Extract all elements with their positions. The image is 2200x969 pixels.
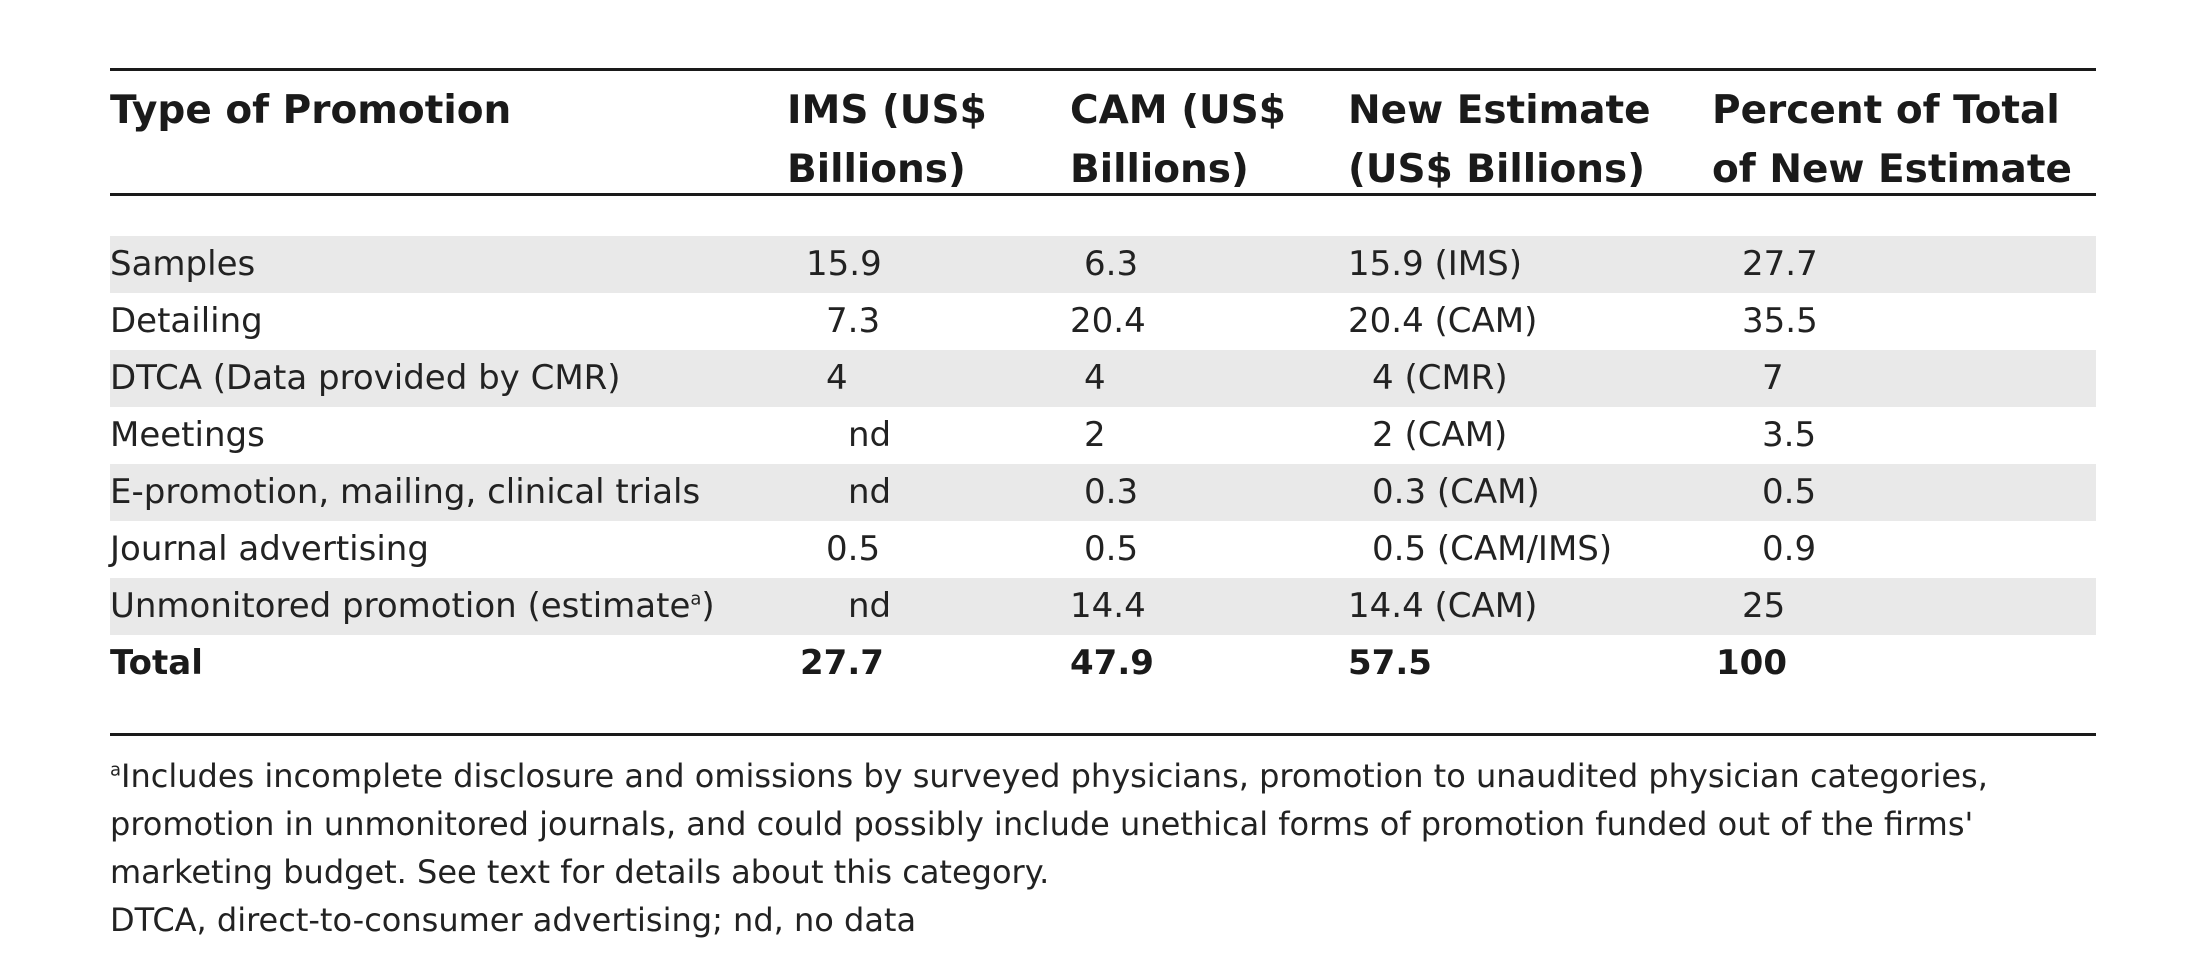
new-estimate-value: 14.4 (CAM) bbox=[1348, 586, 1538, 626]
new-estimate-value: 4 (CMR) bbox=[1372, 358, 1508, 398]
footnote-abbreviations: DTCA, direct-to-consumer advertising; nd… bbox=[110, 901, 917, 939]
new-estimate-value: 2 (CAM) bbox=[1372, 415, 1508, 455]
footnote-marker: a bbox=[690, 588, 702, 610]
ims-value: 0.5 bbox=[826, 529, 881, 569]
header-new-estimate: New Estimate (US$ Billions) bbox=[1348, 81, 1651, 199]
table-row: Unmonitored promotion (estimatea) nd 14.… bbox=[110, 578, 2096, 635]
cam-value: 20.4 bbox=[1070, 301, 1146, 341]
footnote-a-marker: a bbox=[110, 759, 122, 781]
row-label: Meetings bbox=[110, 415, 265, 455]
header-line: Percent of Total bbox=[1712, 88, 2060, 133]
cam-value: 4 bbox=[1084, 358, 1106, 398]
cam-value: 2 bbox=[1084, 415, 1106, 455]
row-label: E-promotion, mailing, clinical trials bbox=[110, 472, 701, 512]
percent-value: 25 bbox=[1742, 586, 1786, 626]
table-row-total: Total 27.7 47.9 57.5 100 bbox=[110, 635, 2096, 692]
table-row: E-promotion, mailing, clinical trials nd… bbox=[110, 464, 2096, 521]
percent-value: 27.7 bbox=[1742, 244, 1818, 284]
header-ims: IMS (US$ Billions) bbox=[787, 81, 987, 199]
table-bottom-rule bbox=[110, 733, 2096, 736]
table-header: Type of Promotion IMS (US$ Billions) CAM… bbox=[110, 71, 2096, 193]
footnote-a: aIncludes incomplete disclosure and omis… bbox=[110, 752, 2100, 896]
header-line: (US$ Billions) bbox=[1348, 147, 1646, 192]
row-label: DTCA (Data provided by CMR) bbox=[110, 358, 621, 398]
header-percent-of-total: Percent of Total of New Estimate bbox=[1712, 81, 2072, 199]
header-line: of New Estimate bbox=[1712, 147, 2072, 192]
table-row: Samples 15.9 6.3 15.9 (IMS) 27.7 bbox=[110, 236, 2096, 293]
table-header-rule bbox=[110, 193, 2096, 196]
new-estimate-value: 20.4 (CAM) bbox=[1348, 301, 1538, 341]
row-label-tail: ) bbox=[701, 586, 715, 626]
cam-total: 47.9 bbox=[1070, 643, 1154, 683]
ims-value: nd bbox=[848, 472, 892, 512]
ims-value: nd bbox=[848, 415, 892, 455]
new-estimate-value: 15.9 (IMS) bbox=[1348, 244, 1522, 284]
percent-value: 7 bbox=[1762, 358, 1784, 398]
header-line: Billions) bbox=[787, 147, 966, 192]
percent-value: 3.5 bbox=[1762, 415, 1817, 455]
new-estimate-value: 0.5 (CAM/IMS) bbox=[1372, 529, 1613, 569]
row-label: Detailing bbox=[110, 301, 263, 341]
percent-value: 0.5 bbox=[1762, 472, 1817, 512]
header-line: Type of Promotion bbox=[110, 88, 512, 133]
header-line: CAM (US$ bbox=[1070, 88, 1286, 133]
cam-value: 0.5 bbox=[1084, 529, 1139, 569]
promotion-table: Type of Promotion IMS (US$ Billions) CAM… bbox=[110, 68, 2096, 736]
header-line: IMS (US$ bbox=[787, 88, 987, 133]
header-cam: CAM (US$ Billions) bbox=[1070, 81, 1286, 199]
total-label: Total bbox=[110, 643, 203, 683]
table-row: DTCA (Data provided by CMR) 4 4 4 (CMR) … bbox=[110, 350, 2096, 407]
table-row: Meetings nd 2 2 (CAM) 3.5 bbox=[110, 407, 2096, 464]
row-label-text: Unmonitored promotion (estimate bbox=[110, 586, 691, 626]
cam-value: 6.3 bbox=[1084, 244, 1139, 284]
table-body: Samples 15.9 6.3 15.9 (IMS) 27.7 Detaili… bbox=[110, 236, 2096, 692]
ims-value: 15.9 bbox=[806, 244, 882, 284]
header-line: New Estimate bbox=[1348, 88, 1651, 133]
header-line: Billions) bbox=[1070, 147, 1249, 192]
cam-value: 14.4 bbox=[1070, 586, 1146, 626]
footnote-a-text: Includes incomplete disclosure and omiss… bbox=[110, 757, 1988, 891]
cam-value: 0.3 bbox=[1084, 472, 1139, 512]
new-estimate-value: 0.3 (CAM) bbox=[1372, 472, 1540, 512]
percent-value: 0.9 bbox=[1762, 529, 1817, 569]
table-top-rule bbox=[110, 68, 2096, 71]
row-label: Samples bbox=[110, 244, 256, 284]
header-type-of-promotion: Type of Promotion bbox=[110, 81, 511, 140]
ims-value: 4 bbox=[826, 358, 848, 398]
table-row: Journal advertising 0.5 0.5 0.5 (CAM/IMS… bbox=[110, 521, 2096, 578]
ims-value: 7.3 bbox=[826, 301, 881, 341]
table-footnotes: aIncludes incomplete disclosure and omis… bbox=[110, 752, 2100, 944]
row-label: Journal advertising bbox=[110, 529, 429, 569]
row-label: Unmonitored promotion (estimatea) bbox=[110, 578, 715, 635]
ims-total: 27.7 bbox=[800, 643, 884, 683]
percent-total: 100 bbox=[1716, 643, 1787, 683]
table-row: Detailing 7.3 20.4 20.4 (CAM) 35.5 bbox=[110, 293, 2096, 350]
percent-value: 35.5 bbox=[1742, 301, 1818, 341]
new-estimate-total: 57.5 bbox=[1348, 643, 1432, 683]
ims-value: nd bbox=[848, 586, 892, 626]
